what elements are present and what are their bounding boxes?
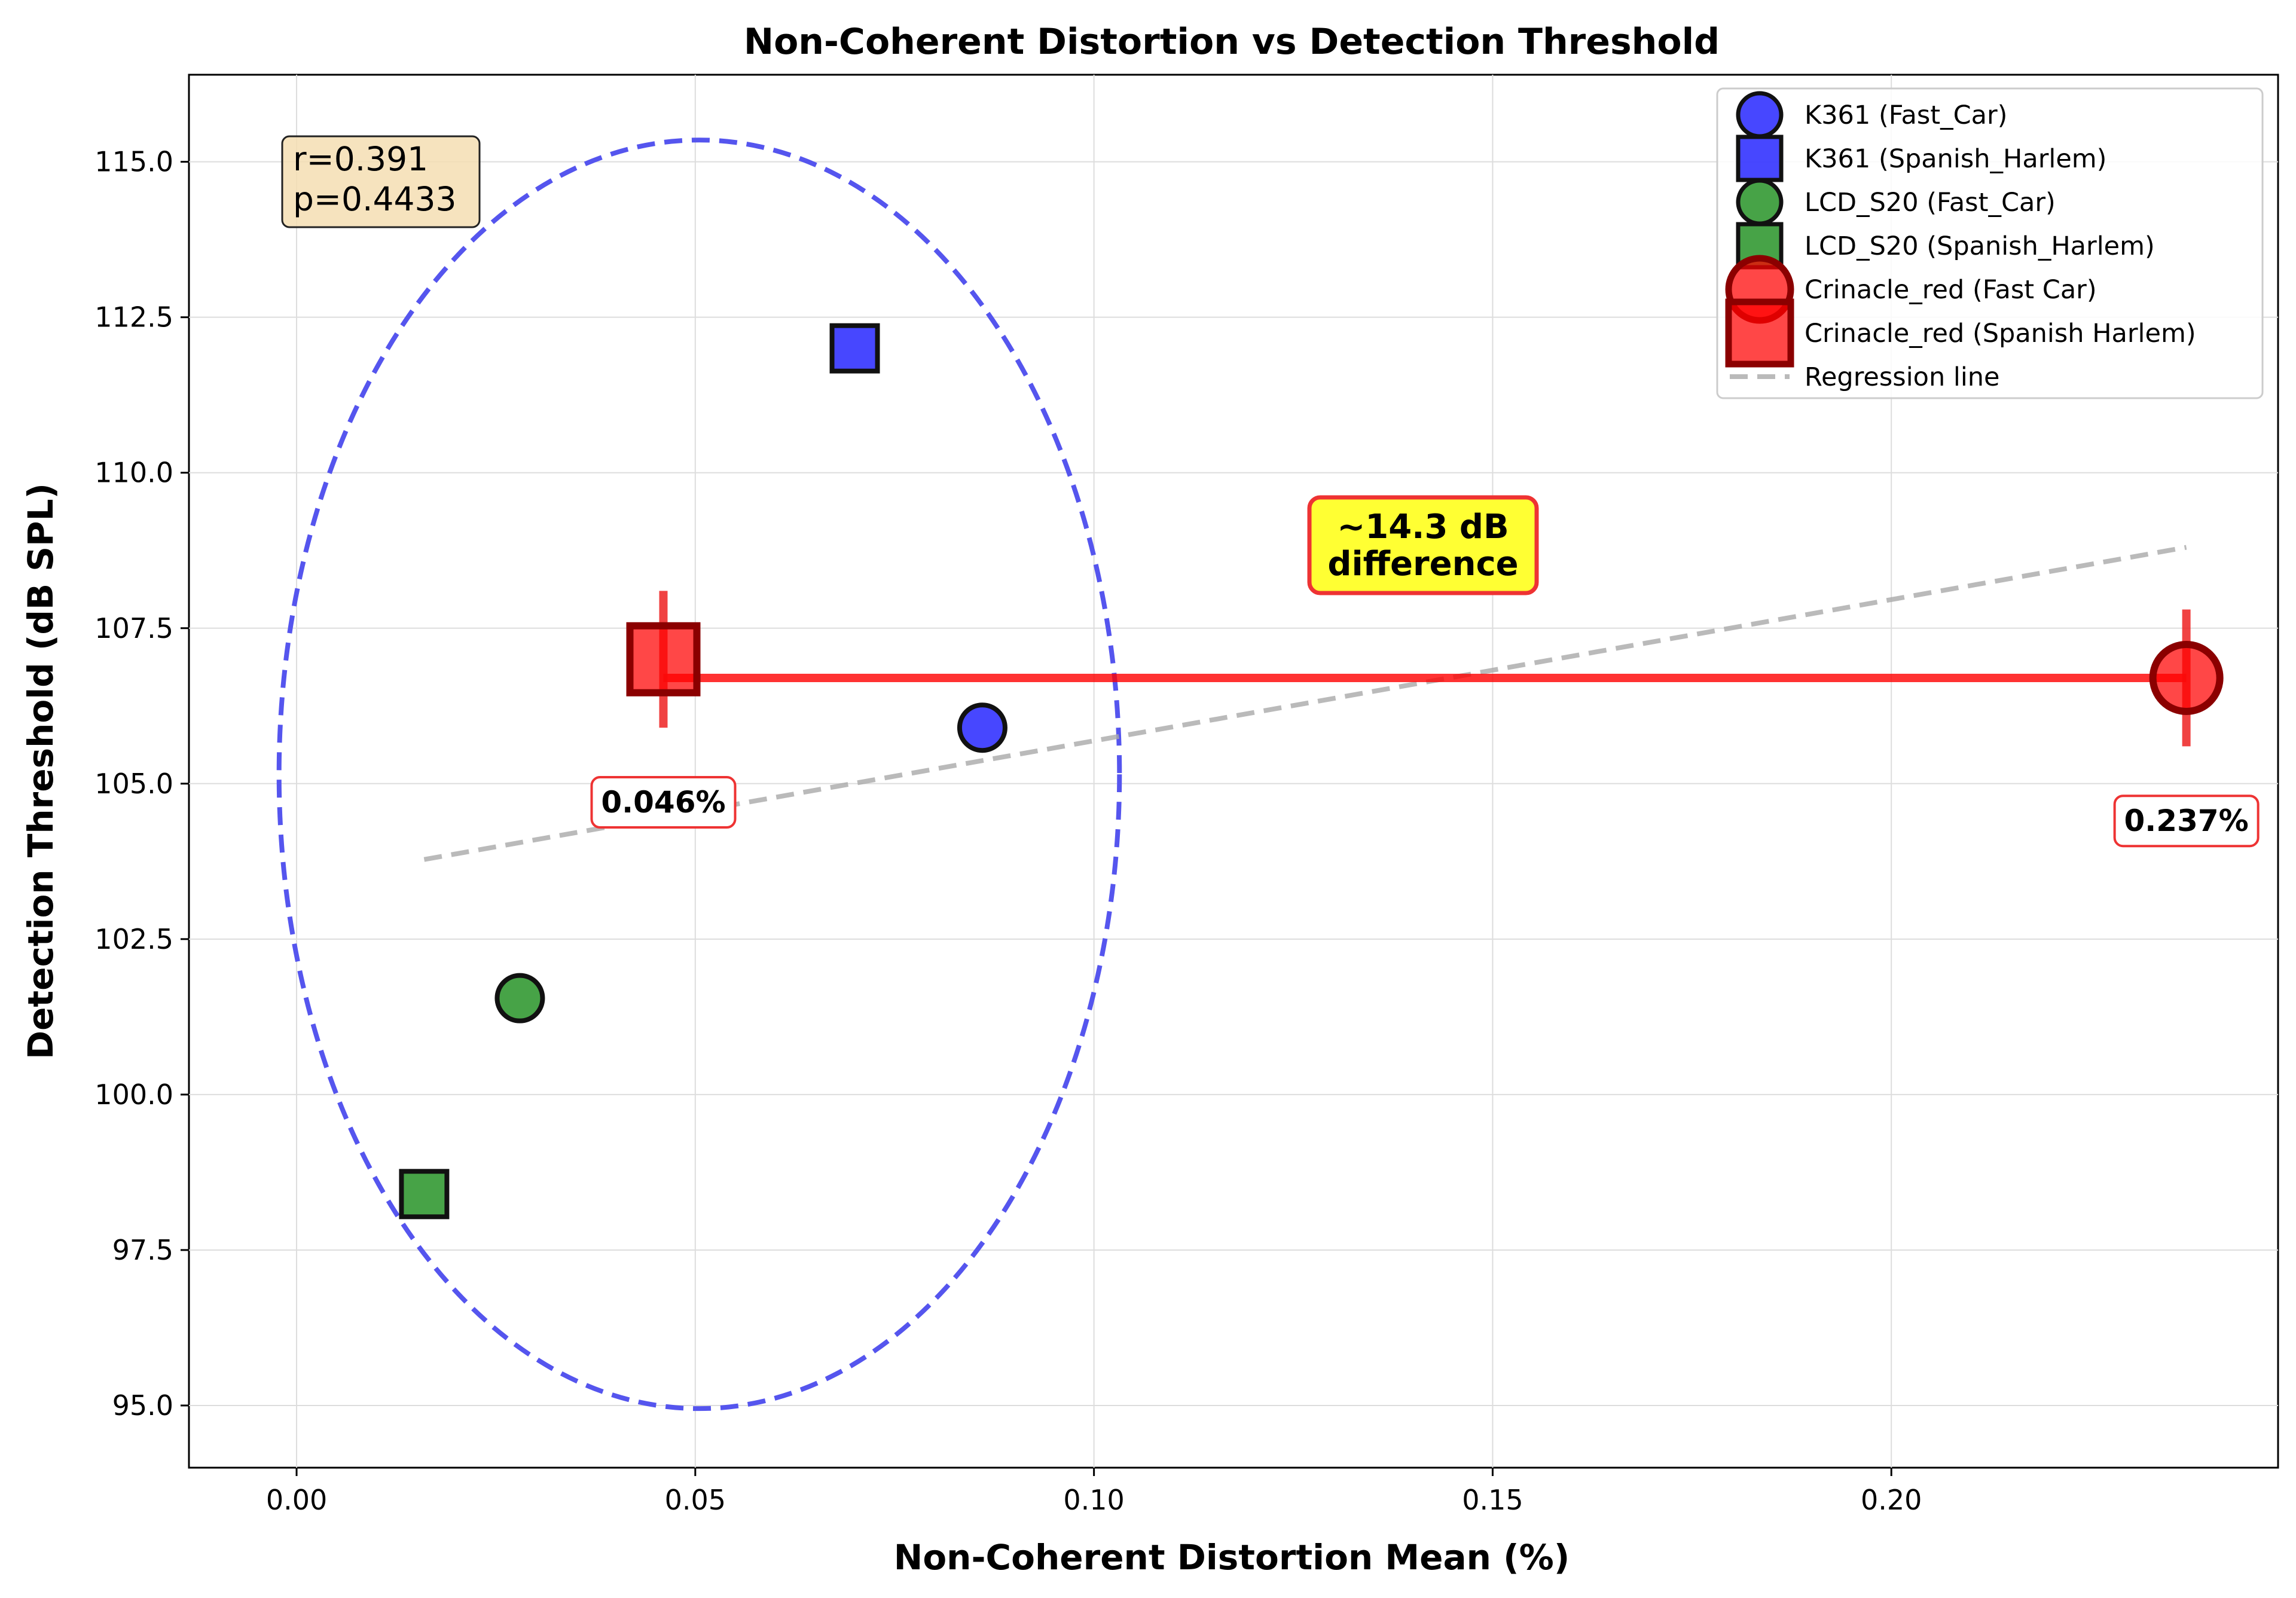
legend-label: LCD_S20 (Spanish_Harlem) (1805, 231, 2155, 261)
legend-items: K361 (Fast_Car) K361 (Spanish_Harlem) LCD_… (1725, 91, 2196, 392)
plot-frame (188, 74, 2279, 1469)
legend-marker-circle (1736, 178, 1784, 226)
points-layer (399, 323, 2224, 1220)
grid (189, 75, 2278, 1468)
stats-box-frame (281, 135, 481, 228)
regression-line (423, 545, 2187, 862)
legend-frame (1716, 87, 2264, 399)
stats-box: r=0.391 p=0.4433 (281, 135, 481, 228)
legend: K361 (Fast_Car) K361 (Spanish_Harlem) LCD_… (1716, 87, 2264, 399)
y-tick-label: 107.5 (94, 612, 173, 644)
y-tick-label: 97.5 (112, 1234, 173, 1266)
y-tick-label: 100.0 (94, 1078, 173, 1111)
x-tick-label: 0.05 (665, 1484, 726, 1516)
stat-p: p=0.4433 (293, 180, 456, 218)
difference-box-frame (1307, 495, 1539, 595)
stat-r: r=0.391 (293, 140, 428, 178)
y-tick-label: 105.0 (94, 768, 173, 800)
cluster-ellipse-layer (276, 138, 1122, 1411)
data-point-square (626, 622, 701, 696)
y-axis-label: Detection Threshold (dB SPL) (20, 483, 61, 1059)
legend-marker-square (1736, 135, 1784, 182)
regression-layer (423, 545, 2187, 862)
legend-label: Crinacle_red (Fast Car) (1805, 275, 2097, 305)
data-point-square (399, 1169, 450, 1220)
cluster-ellipse (276, 138, 1122, 1411)
y-tick-label: 95.0 (112, 1389, 173, 1422)
chart-title: Non-Coherent Distortion vs Detection Thr… (744, 21, 1720, 63)
data-point-circle (957, 702, 1007, 753)
y-tick-label: 102.5 (94, 923, 173, 955)
x-tick-label: 0.10 (1063, 1484, 1124, 1516)
percent-label-left: 0.046% (601, 785, 725, 820)
legend-label: K361 (Fast_Car) (1805, 100, 2007, 130)
x-tick-label: 0.20 (1861, 1484, 1922, 1516)
percent-labels: 0.046% 0.237% (590, 776, 2260, 848)
legend-marker-circle (1736, 91, 1784, 139)
difference-line-2: difference (1327, 545, 1518, 583)
percent-label-right: 0.237% (2124, 803, 2249, 838)
y-tick-label: 115.0 (94, 146, 173, 178)
data-point-circle (2149, 640, 2224, 715)
legend-label: Regression line (1805, 362, 1999, 392)
y-tick-label: 110.0 (94, 457, 173, 489)
axis-ticks: 0.00 0.05 0.10 0.15 0.20 95.0 97.5 100.0 102.5 10… (94, 146, 1922, 1516)
x-axis-label: Non-Coherent Distortion Mean (%) (894, 1537, 1570, 1578)
difference-line-1: ~14.3 dB (1337, 508, 1509, 546)
data-point-square (829, 323, 880, 374)
difference-box: ~14.3 dB difference (1307, 495, 1539, 595)
percent-box-left (590, 776, 737, 829)
legend-label: K361 (Spanish_Harlem) (1805, 144, 2106, 174)
y-tick-label: 112.5 (94, 301, 173, 334)
legend-label: Crinacle_red (Spanish Harlem) (1805, 319, 2196, 349)
x-tick-label: 0.00 (266, 1484, 327, 1516)
x-tick-label: 0.15 (1462, 1484, 1523, 1516)
legend-label: LCD_S20 (Fast_Car) (1805, 188, 2056, 218)
percent-box-right (2113, 795, 2260, 848)
data-point-circle (494, 973, 545, 1023)
legend-marker-square (1725, 298, 1794, 368)
